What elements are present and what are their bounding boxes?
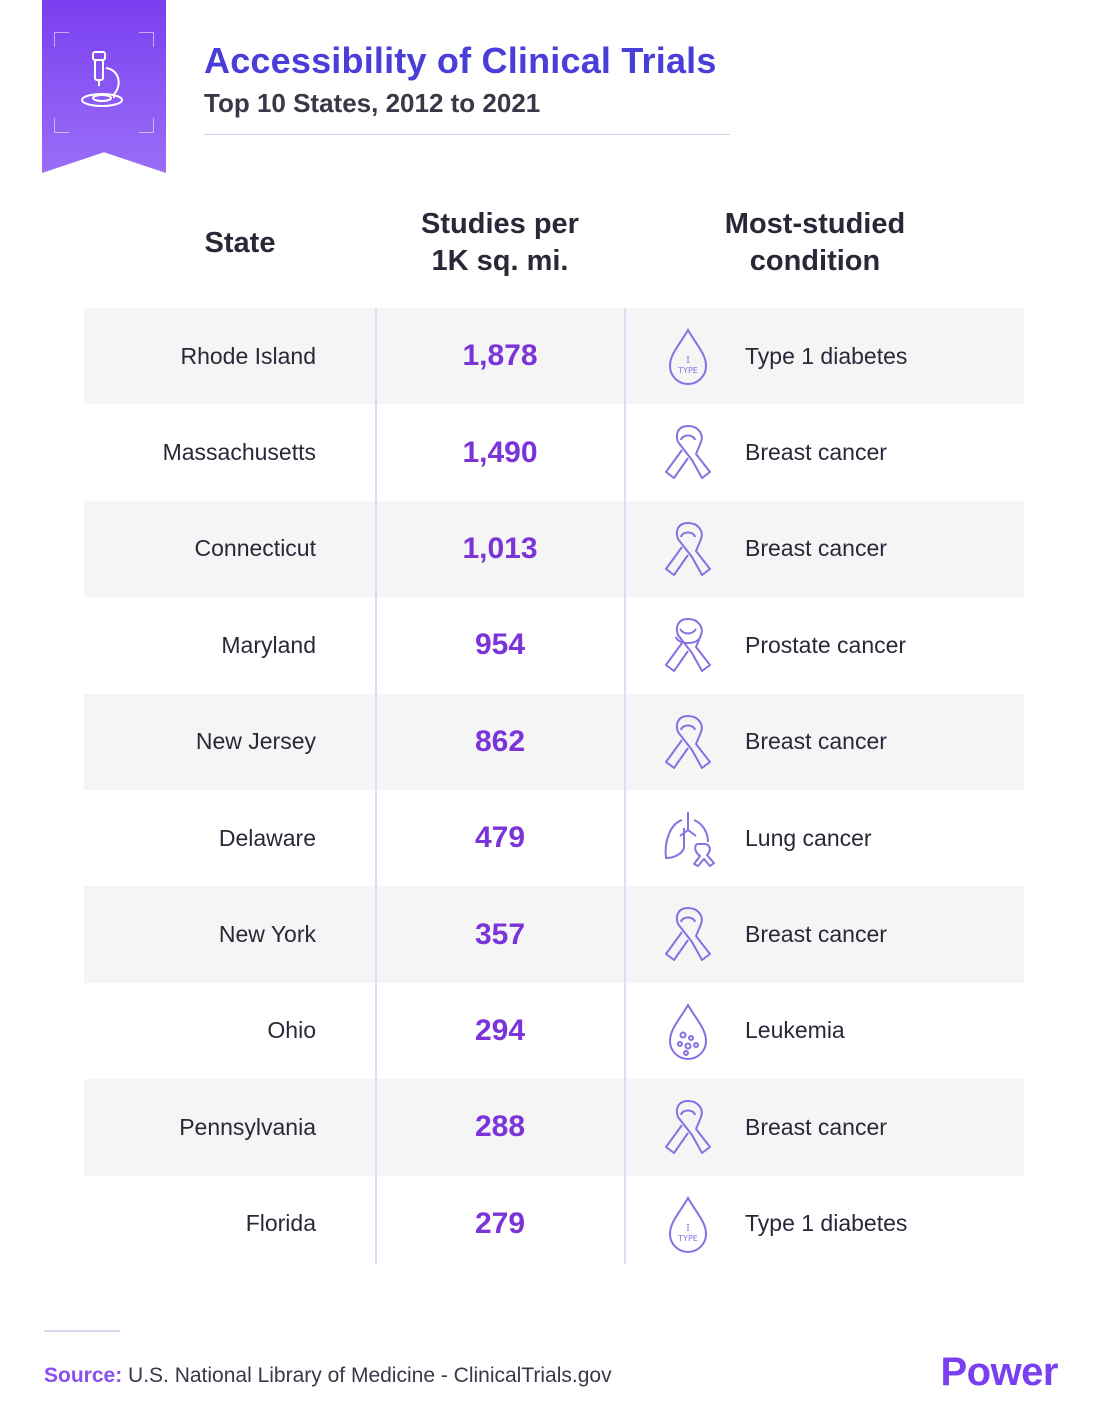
- studies-value: 862: [474, 724, 526, 758]
- state-name: Pennsylvania: [179, 1113, 316, 1140]
- ribbon-icon: [658, 422, 718, 484]
- table-row: Pennsylvania 288 Breast cancer: [84, 1079, 1024, 1176]
- column-header-studies: Studies per 1K sq. mi.: [380, 206, 620, 280]
- table-row: Massachusetts 1,490 Breast cancer: [84, 404, 1024, 500]
- ribbon-icon: [658, 1097, 718, 1159]
- condition-name: Breast cancer: [745, 535, 887, 562]
- studies-value: 294: [474, 1013, 526, 1047]
- brand-logo: Power: [940, 1350, 1058, 1394]
- table-row: Maryland 954 Prostate cancer: [84, 597, 1024, 693]
- lungs-icon: [658, 808, 718, 870]
- source-label: Source:: [44, 1364, 123, 1387]
- microscope-icon: [81, 51, 123, 107]
- condition-name: Lung cancer: [745, 824, 872, 851]
- condition-name: Breast cancer: [745, 921, 887, 948]
- condition-name: Leukemia: [745, 1017, 845, 1044]
- table-row: Delaware 479 Lung cancer: [84, 790, 1024, 886]
- state-name: Connecticut: [194, 535, 316, 562]
- type1-icon-bottom-text: TYPE: [677, 1234, 698, 1243]
- column-header-condition-line1: Most-studied: [724, 208, 906, 240]
- column-header-state-label: State: [204, 227, 276, 259]
- ribbon-icon: [658, 904, 718, 966]
- condition-name: Breast cancer: [745, 1113, 887, 1140]
- column-divider: [624, 308, 626, 1264]
- studies-value: 1,013: [462, 531, 538, 565]
- condition-name: Prostate cancer: [745, 631, 907, 658]
- state-name: Massachusetts: [162, 439, 316, 466]
- type1-icon-top-text: I: [686, 1224, 690, 1234]
- type1-icon-bottom-text: TYPE: [677, 366, 698, 375]
- column-header-studies-line2: 1K sq. mi.: [431, 245, 569, 277]
- column-divider: [375, 308, 377, 1264]
- table-row: Ohio 294 Leukemia: [84, 983, 1024, 1079]
- condition-name: Type 1 diabetes: [745, 1210, 908, 1237]
- header-badge: [42, 0, 166, 173]
- studies-value: 357: [474, 917, 526, 951]
- table-row: Connecticut 1,013 Breast cancer: [84, 500, 1024, 598]
- table-row: New York 357 Breast cancer: [84, 886, 1024, 983]
- condition-name: Breast cancer: [745, 439, 887, 466]
- condition-name: Breast cancer: [745, 728, 887, 755]
- type1-icon-top-text: I: [686, 356, 690, 366]
- condition-name: Type 1 diabetes: [745, 342, 908, 369]
- table-row: Rhode Island 1,878 I TYPE Type 1 diabetes: [84, 308, 1024, 405]
- source-text: U.S. National Library of Medicine - Clin…: [122, 1364, 612, 1387]
- column-header-condition-line2: condition: [749, 245, 881, 277]
- source-note: Source: U.S. National Library of Medicin…: [44, 1364, 612, 1388]
- state-name: Delaware: [218, 824, 316, 851]
- column-header-state: State: [160, 225, 320, 262]
- studies-value: 288: [474, 1110, 526, 1144]
- blood-cells-drop-icon: [658, 1001, 718, 1063]
- studies-value: 479: [474, 821, 526, 855]
- studies-value: 279: [474, 1206, 526, 1240]
- table-row: Florida 279 I TYPE Type 1 diabetes: [84, 1176, 1024, 1272]
- ribbon-icon: [658, 712, 718, 774]
- studies-value: 1,490: [462, 435, 538, 469]
- table-row: New Jersey 862 Breast cancer: [84, 693, 1024, 790]
- page-subtitle: Top 10 States, 2012 to 2021: [204, 88, 541, 118]
- state-name: Rhode Island: [180, 342, 316, 369]
- type1-drop-icon: I TYPE: [658, 1194, 718, 1256]
- data-table: Rhode Island 1,878 I TYPE Type 1 diabetes…: [84, 308, 1024, 1272]
- studies-value: 1,878: [462, 339, 538, 373]
- state-name: Ohio: [267, 1017, 316, 1044]
- studies-value: 954: [474, 628, 526, 662]
- footer-divider: [44, 1330, 120, 1332]
- column-header-condition: Most-studied condition: [690, 206, 940, 280]
- title-divider: [204, 134, 730, 135]
- prostate-ribbon-icon: [658, 615, 718, 677]
- column-header-studies-line1: Studies per: [421, 208, 579, 240]
- ribbon-icon: [658, 519, 718, 581]
- state-name: Florida: [245, 1210, 316, 1237]
- type1-drop-icon: I TYPE: [658, 326, 718, 388]
- state-name: New York: [218, 921, 316, 948]
- state-name: New Jersey: [195, 728, 316, 755]
- page-title: Accessibility of Clinical Trials: [204, 40, 717, 81]
- state-name: Maryland: [221, 631, 316, 658]
